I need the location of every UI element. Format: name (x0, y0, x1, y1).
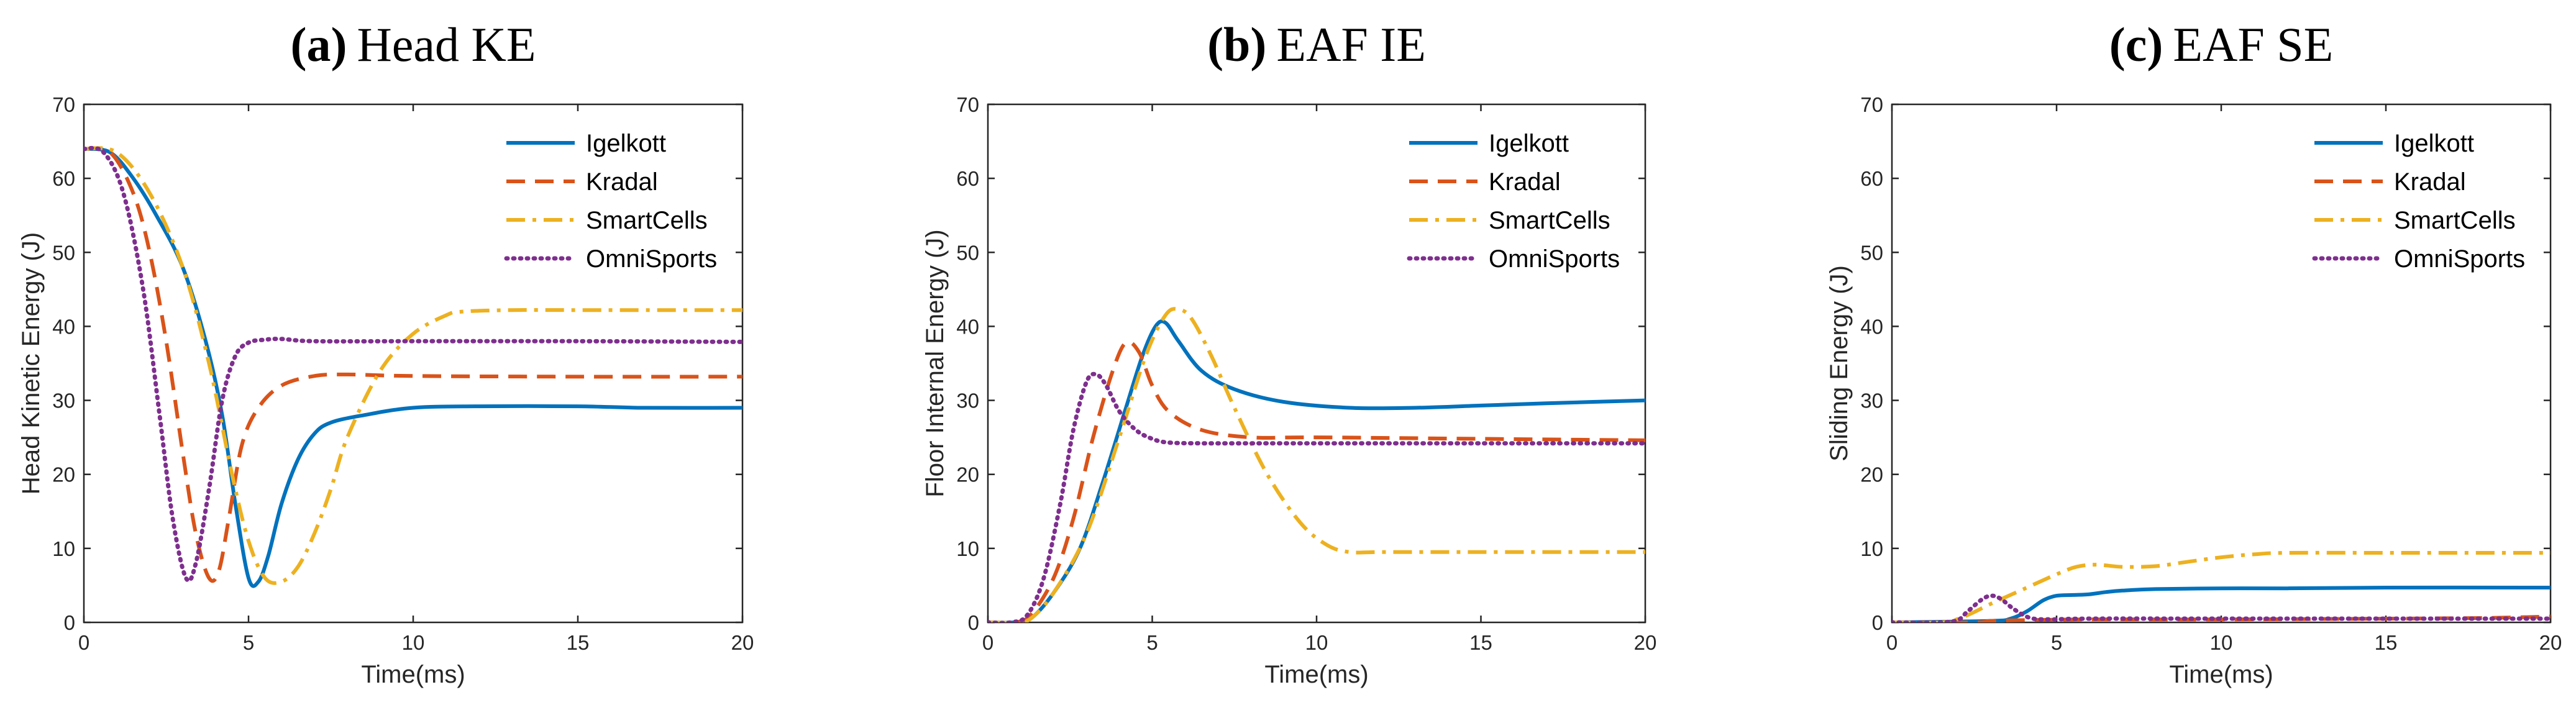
legend: Igelkott Kradal SmartCells OmniSports (2312, 130, 2525, 273)
y-tick-label: 0 (968, 611, 979, 634)
y-tick-label: 50 (956, 241, 979, 264)
legend-label-igelkott: Igelkott (586, 130, 666, 157)
y-tick-label: 40 (1860, 315, 1883, 338)
y-tick-label: 20 (956, 463, 979, 486)
panel-title-tag: (b) (1207, 17, 1266, 71)
x-tick-label: 5 (243, 631, 254, 654)
x-tick-label: 20 (1634, 631, 1657, 654)
y-tick-label: 30 (1860, 389, 1883, 412)
x-tick-label: 15 (567, 631, 590, 654)
x-axis-label: Time(ms) (361, 661, 465, 688)
y-tick-label: 0 (1872, 611, 1883, 634)
legend-label-smartcells: SmartCells (2394, 207, 2516, 234)
panel-title-text: EAF IE (1276, 17, 1425, 71)
panel-title-tag: (c) (2109, 17, 2163, 71)
legend-label-omnisports: OmniSports (2394, 245, 2525, 273)
legend-label-smartcells: SmartCells (586, 207, 708, 234)
series-line-kradal (84, 146, 742, 583)
panel-title-tag: (a) (291, 17, 347, 71)
y-tick-label: 60 (1860, 167, 1883, 190)
x-tick-label: 5 (2051, 631, 2062, 654)
y-tick-label: 0 (64, 611, 75, 634)
legend-label-kradal: Kradal (1489, 168, 1561, 196)
y-tick-label: 30 (956, 389, 979, 412)
series-group (1892, 550, 2551, 622)
x-axis-label: Time(ms) (2169, 661, 2273, 688)
x-tick-label: 0 (982, 631, 993, 654)
y-tick-label: 20 (52, 463, 75, 486)
legend-label-smartcells: SmartCells (1489, 207, 1610, 234)
legend-label-omnisports: OmniSports (586, 245, 717, 273)
x-tick-label: 0 (78, 631, 89, 654)
series-group (84, 145, 742, 588)
y-tick-label: 70 (52, 93, 75, 116)
panel-title-text: EAF SE (2173, 17, 2333, 71)
series-line-kradal (988, 340, 1645, 622)
legend-label-omnisports: OmniSports (1489, 245, 1620, 273)
panel-b: (b) EAF IE 0 5 10 15 20 0 10 20 30 40 50 60 70 Time(ms)… (921, 17, 1656, 688)
legend-label-igelkott: Igelkott (1489, 130, 1569, 157)
y-tick-label: 40 (52, 315, 75, 338)
x-tick-label: 20 (731, 631, 754, 654)
series-line-omnisports (84, 145, 742, 583)
panel-a: (a) Head KE 0 5 10 15 20 0 10 20 30 40 50 60 70 Time(ms… (17, 17, 754, 688)
panel-title-text: Head KE (357, 17, 536, 71)
series-group (988, 307, 1645, 622)
x-tick-label: 15 (2375, 631, 2398, 654)
y-tick-label: 50 (1860, 241, 1883, 264)
y-tick-label: 70 (956, 93, 979, 116)
y-tick-label: 20 (1860, 463, 1883, 486)
series-line-omnisports (988, 371, 1645, 622)
legend-label-kradal: Kradal (2394, 168, 2466, 196)
y-tick-label: 40 (956, 315, 979, 338)
series-line-igelkott (988, 319, 1645, 622)
panel-title: (b) EAF IE (1207, 17, 1426, 71)
y-tick-label: 60 (52, 167, 75, 190)
series-line-smartcells (1892, 550, 2551, 622)
legend: Igelkott Kradal SmartCells OmniSports (504, 130, 717, 273)
panel-title: (c) EAF SE (2109, 17, 2333, 71)
y-tick-label: 30 (52, 389, 75, 412)
legend-label-kradal: Kradal (586, 168, 658, 196)
y-tick-label: 10 (1860, 537, 1883, 560)
x-tick-label: 15 (1469, 631, 1492, 654)
y-tick-label: 10 (52, 537, 75, 560)
x-tick-label: 0 (1886, 631, 1898, 654)
panel-c: (c) EAF SE 0 5 10 15 20 0 10 20 30 40 50 60 70 Time(ms)… (1825, 17, 2562, 688)
series-line-omnisports (1892, 593, 2551, 622)
x-tick-label: 10 (1305, 631, 1328, 654)
series-line-smartcells (988, 307, 1645, 622)
y-axis-label: Sliding Energy (J) (1825, 265, 1853, 462)
x-tick-label: 10 (2210, 631, 2233, 654)
legend: Igelkott Kradal SmartCells OmniSports (1407, 130, 1620, 273)
x-tick-label: 20 (2539, 631, 2562, 654)
legend-label-igelkott: Igelkott (2394, 130, 2474, 157)
y-tick-label: 10 (956, 537, 979, 560)
x-axis-label: Time(ms) (1264, 661, 1368, 688)
y-axis-label: Head Kinetic Energy (J) (17, 232, 45, 494)
panel-title: (a) Head KE (291, 17, 536, 71)
series-line-smartcells (84, 146, 742, 585)
y-axis-label: Floor Internal Energy (J) (921, 229, 949, 497)
series-line-igelkott (1892, 585, 2551, 622)
y-tick-label: 70 (1860, 93, 1883, 116)
y-tick-label: 50 (52, 241, 75, 264)
x-tick-label: 10 (402, 631, 425, 654)
x-tick-label: 5 (1146, 631, 1158, 654)
y-tick-label: 60 (956, 167, 979, 190)
